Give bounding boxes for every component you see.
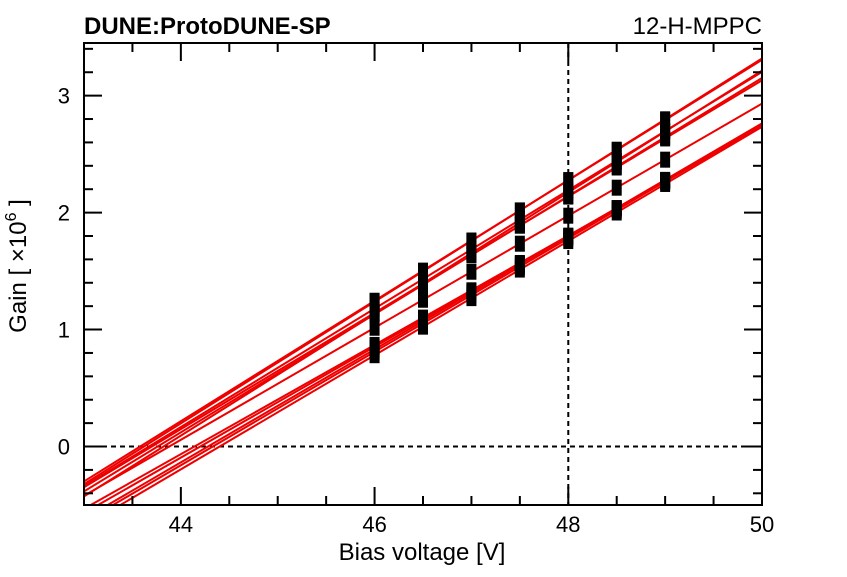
y-axis-label-main: Gain [ xyxy=(5,262,32,333)
x-tick-label: 48 xyxy=(556,512,580,537)
chart-title: DUNE:ProtoDUNE-SP xyxy=(84,13,331,40)
data-point-6-2 xyxy=(418,275,428,292)
data-point-7-4 xyxy=(514,235,525,252)
data-point-2-3 xyxy=(466,232,477,249)
data-point-6-4 xyxy=(514,217,525,234)
y-tick-label: 1 xyxy=(58,318,70,343)
y-axis-label: Gain [ ×106 ] xyxy=(3,199,32,333)
y-axis-label-base: 10 xyxy=(5,221,32,248)
data-point-6-3 xyxy=(466,246,477,263)
x-tick-label: 50 xyxy=(750,512,774,537)
data-point-7-3 xyxy=(466,263,477,280)
chart-subtitle: 12-H-MPPC xyxy=(633,13,762,40)
data-point-12-5 xyxy=(563,233,574,250)
data-point-6-5 xyxy=(563,188,574,205)
data-point-7-5 xyxy=(563,207,574,224)
data-point-2-5 xyxy=(563,172,574,189)
x-tick-label: 44 xyxy=(169,512,193,537)
data-point-2-7 xyxy=(660,112,671,129)
data-point-12-1 xyxy=(369,347,380,364)
data-point-2-4 xyxy=(514,202,525,219)
x-axis-label: Bias voltage [V] xyxy=(339,539,506,566)
data-point-2-2 xyxy=(418,262,428,279)
y-axis-label-exponent: 6 xyxy=(3,212,20,221)
plot-content xyxy=(84,43,762,505)
data-point-12-3 xyxy=(466,290,477,307)
data-point-7-6 xyxy=(611,179,622,196)
y-tick-label: 0 xyxy=(58,435,70,460)
data-point-6-1 xyxy=(369,304,380,321)
data-point-7-1 xyxy=(369,319,380,336)
x-tick-label: 46 xyxy=(362,512,386,537)
data-point-7-7 xyxy=(660,151,671,168)
data-point-12-4 xyxy=(514,261,525,278)
data-point-2-6 xyxy=(611,142,622,159)
data-point-12-2 xyxy=(418,318,428,335)
data-point-6-6 xyxy=(611,159,622,176)
data-point-7-2 xyxy=(418,291,428,308)
y-axis-label-times: × xyxy=(5,248,32,262)
data-point-12-6 xyxy=(611,204,622,221)
data-point-6-7 xyxy=(660,130,671,147)
data-point-12-7 xyxy=(660,175,671,192)
y-tick-label: 3 xyxy=(58,84,70,109)
y-axis-label-close: ] xyxy=(5,199,32,212)
y-tick-label: 2 xyxy=(58,201,70,226)
